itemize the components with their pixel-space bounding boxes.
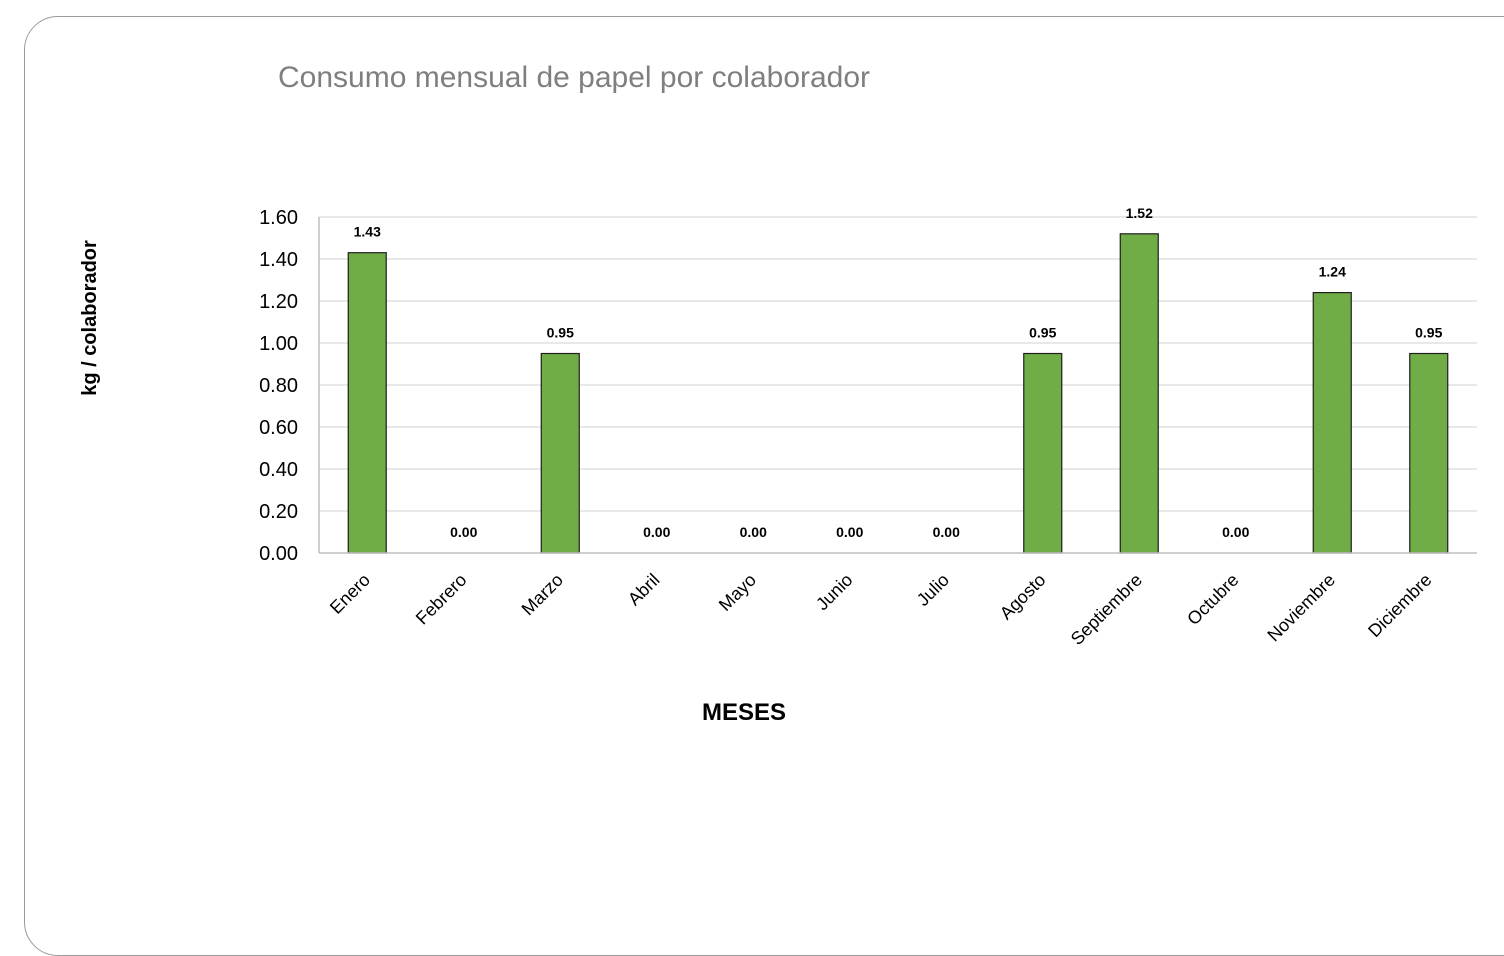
data-label: 0.00 xyxy=(836,524,863,540)
y-tick-label: 0.40 xyxy=(259,459,298,481)
x-tick-label: Mayo xyxy=(715,570,760,615)
y-axis-title: kg / colaborador xyxy=(79,240,101,396)
x-tick-label: Diciembre xyxy=(1364,570,1435,641)
x-tick-label: Agosto xyxy=(996,570,1050,624)
x-tick-label: Marzo xyxy=(518,570,568,620)
data-label: 0.00 xyxy=(1222,524,1249,540)
y-tick-label: 0.20 xyxy=(259,501,298,523)
x-tick-label: Abril xyxy=(624,570,664,610)
x-axis-ticks: Enero Febrero Marzo Abril Mayo Junio Julio Agos… xyxy=(326,570,1436,649)
data-label: 0.95 xyxy=(1415,325,1442,341)
y-tick-label: 1.60 xyxy=(259,207,298,229)
y-tick-label: 0.00 xyxy=(259,543,298,565)
chart: Consumo mensual de papel por colaborador… xyxy=(79,61,1477,726)
x-tick-label: Septiembre xyxy=(1067,570,1146,649)
y-tick-label: 1.00 xyxy=(259,333,298,355)
data-label: 1.52 xyxy=(1126,205,1153,221)
bar-noviembre xyxy=(1312,292,1352,554)
x-tick-label: Enero xyxy=(326,570,374,618)
data-label: 1.43 xyxy=(354,224,381,240)
bar-diciembre xyxy=(1409,352,1449,554)
y-tick-label: 0.60 xyxy=(259,417,298,439)
data-label: 0.00 xyxy=(933,524,960,540)
data-label: 1.24 xyxy=(1319,264,1346,280)
bars xyxy=(347,233,1449,554)
bar-enero xyxy=(347,252,387,554)
x-tick-label: Julio xyxy=(913,570,953,610)
y-axis-ticks: 0.00 0.20 0.40 0.60 0.80 1.00 1.20 1.40 1.60 xyxy=(259,207,298,565)
bar-marzo xyxy=(540,352,580,554)
data-label: 0.00 xyxy=(740,524,767,540)
chart-title: Consumo mensual de papel por colaborador xyxy=(278,61,870,94)
data-label: 0.00 xyxy=(450,524,477,540)
bar-agosto xyxy=(1023,352,1063,554)
x-tick-label: Octubre xyxy=(1183,570,1242,629)
x-axis-title: MESES xyxy=(702,699,786,726)
data-labels: 1.43 0.00 0.95 0.00 0.00 0.00 0.00 0.95 1.52 0.00… xyxy=(354,205,1443,540)
x-tick-label: Noviembre xyxy=(1263,570,1339,646)
bar-septiembre xyxy=(1119,233,1159,554)
data-label: 0.95 xyxy=(1029,325,1056,341)
data-label: 0.00 xyxy=(643,524,670,540)
chart-panel xyxy=(24,16,1504,956)
y-tick-label: 1.40 xyxy=(259,249,298,271)
x-tick-label: Junio xyxy=(812,570,857,615)
gridlines xyxy=(319,216,1477,512)
y-tick-label: 1.20 xyxy=(259,291,298,313)
y-tick-label: 0.80 xyxy=(259,375,298,397)
data-label: 0.95 xyxy=(547,325,574,341)
x-tick-label: Febrero xyxy=(412,570,471,629)
